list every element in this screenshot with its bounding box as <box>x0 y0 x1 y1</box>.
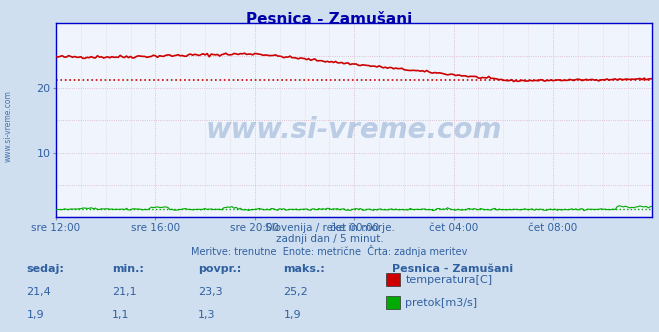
Text: 1,9: 1,9 <box>26 310 44 320</box>
Text: 1,1: 1,1 <box>112 310 130 320</box>
Text: Slovenija / reke in morje.: Slovenija / reke in morje. <box>264 223 395 233</box>
Text: Pesnica - Zamušani: Pesnica - Zamušani <box>392 264 513 274</box>
Text: www.si-vreme.com: www.si-vreme.com <box>3 90 13 162</box>
Text: 21,1: 21,1 <box>112 287 136 297</box>
Text: Meritve: trenutne  Enote: metrične  Črta: zadnja meritev: Meritve: trenutne Enote: metrične Črta: … <box>191 245 468 257</box>
Text: sedaj:: sedaj: <box>26 264 64 274</box>
Text: povpr.:: povpr.: <box>198 264 241 274</box>
Text: 21,4: 21,4 <box>26 287 51 297</box>
Text: 25,2: 25,2 <box>283 287 308 297</box>
Text: maks.:: maks.: <box>283 264 325 274</box>
Text: 1,9: 1,9 <box>283 310 301 320</box>
Text: pretok[m3/s]: pretok[m3/s] <box>405 298 477 308</box>
Text: 23,3: 23,3 <box>198 287 222 297</box>
Text: zadnji dan / 5 minut.: zadnji dan / 5 minut. <box>275 234 384 244</box>
Text: temperatura[C]: temperatura[C] <box>405 275 492 285</box>
Text: 1,3: 1,3 <box>198 310 215 320</box>
Text: www.si-vreme.com: www.si-vreme.com <box>206 116 502 144</box>
Text: Pesnica - Zamušani: Pesnica - Zamušani <box>246 12 413 27</box>
Text: min.:: min.: <box>112 264 144 274</box>
